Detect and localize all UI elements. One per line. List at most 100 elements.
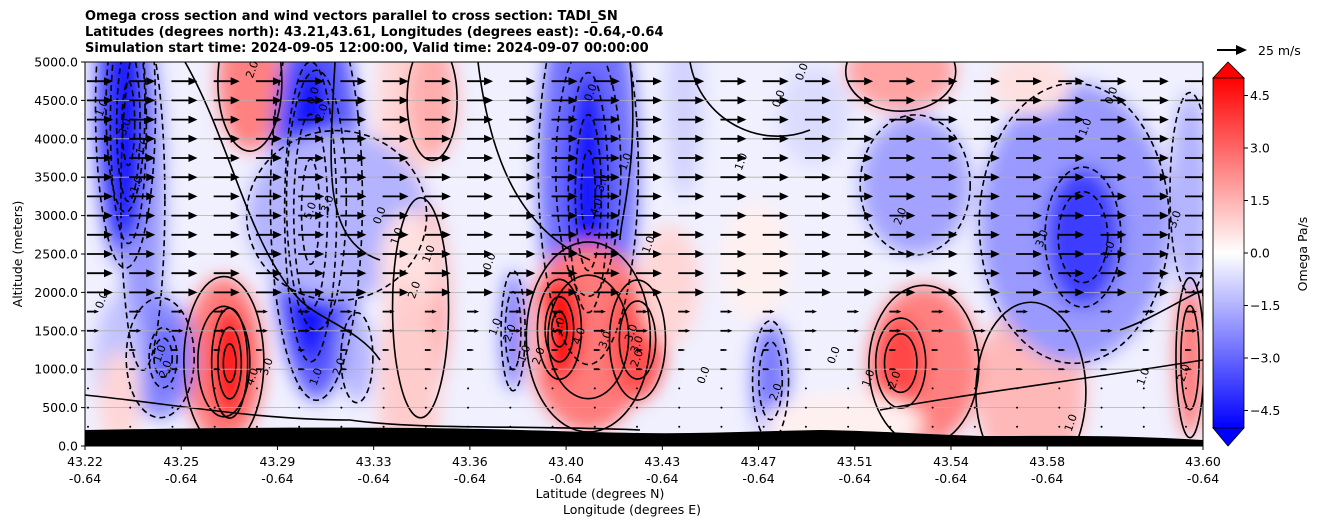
contour-label: 1.0 [1134,366,1152,387]
wind-vector-head [441,288,451,297]
wind-vector-head [1033,211,1043,220]
wind-vector-head [526,115,536,124]
wind-vector-head [1189,368,1192,371]
wind-vector [973,154,1000,162]
omega-region [990,62,1071,116]
wind-vector-head [610,154,620,162]
contour-line [148,326,178,389]
wind-vector-head [990,192,1000,201]
wind-vector-head [597,368,601,371]
x-tick-label-lat: 43.51 [837,454,873,469]
contour-label: 0.0 [1102,85,1120,106]
contour-label-group: 1.0 [1062,412,1080,433]
wind-vector-head [146,173,156,182]
x-axis: 43.22 -0.64 43.25 -0.64 43.29 -0.64 43.33 -0.64… [67,446,1221,486]
wind-vector [213,77,240,86]
wind-vector-head [727,309,733,314]
wind-vector [551,192,578,201]
wind-vector [509,154,536,162]
wind-vector [1016,425,1019,428]
colorbar-tick-label: −3.0 [1250,351,1280,366]
wind-vector-head [1117,77,1127,86]
wind-vector [593,173,620,182]
wind-vector-head [432,309,437,314]
wind-vector [973,288,1000,297]
wind-vector [1100,77,1127,86]
wind-vector [255,250,282,258]
wind-vector-head [851,348,855,352]
omega-region [110,62,147,244]
wind-vector-head [653,230,662,239]
wind-vector [973,211,1000,220]
wind-vector [931,406,934,409]
wind-vector [382,406,385,409]
contour-label-group: 3.0 [596,329,614,350]
wind-vector-head [1117,230,1127,239]
wind-vector [424,368,432,371]
wind-vector [1100,115,1127,124]
wind-vector-head [484,77,494,86]
wind-vector-head [695,211,705,220]
wind-vector [636,309,648,314]
wind-vector [255,134,282,143]
wind-vector-head [1075,269,1085,278]
wind-vector-head [864,250,874,258]
wind-vector-head [1033,250,1043,258]
colorbar: 4.5 3.0 1.5 0.0 −1.5 −3.0 −4.5 Omega Pa/s [1212,61,1310,447]
wind-vector-head [1075,77,1085,86]
wind-vector [593,288,620,297]
wind-vector [467,288,494,297]
wind-vector [1142,96,1169,105]
wind-vector-head [653,77,662,86]
wind-vector-head [1033,134,1043,143]
wind-vector-head [990,211,1000,220]
wind-vector [1142,154,1169,162]
wind-vector-head [104,154,113,162]
wind-vector-head [653,115,662,124]
wind-vector [973,96,1000,105]
wind-vector-head [432,328,437,333]
wind-vector [171,406,174,409]
wind-vector [171,96,198,105]
wind-vector-head [315,269,325,278]
wind-vector-head [1117,192,1127,201]
contour-line [340,311,374,404]
wind-vector [467,230,494,239]
wind-vector [551,269,578,278]
wind-vector [213,96,240,105]
wind-vector-head [104,115,113,124]
wind-vector [931,77,958,86]
wind-vector [298,368,306,371]
contour-line [115,62,141,203]
wind-vector [804,288,831,297]
wind-vector [720,425,723,428]
contour-label-group: 3.0 [628,334,646,355]
contour-label: 0.0 [582,82,600,103]
contour-label: 0.0 [370,205,388,226]
wind-vector [593,77,620,86]
wind-vector [255,348,263,352]
contour-line [618,300,657,380]
wind-vector-head [737,269,747,278]
wind-vector [340,154,367,162]
wind-vector [1058,288,1085,297]
wind-vector-head [653,173,662,182]
wind-vector-head [484,288,494,297]
wind-vector [762,269,789,278]
wind-vector [171,328,184,333]
wind-vector-head [175,368,179,371]
wind-vector [973,387,976,390]
contour-label: 0.0 [793,61,811,82]
wind-vector-head [812,309,817,314]
wind-vector [847,211,874,220]
wind-vector [298,77,325,86]
contour-label-group: 3.0 [593,173,611,194]
wind-vector [804,211,831,220]
contour-label-group: 1.0 [388,226,406,247]
wind-vector [678,288,705,297]
contour-label: 4.0 [1099,240,1117,261]
wind-vector [847,309,860,314]
wind-vector [762,96,789,105]
wind-vector [382,288,409,297]
wind-vector [1016,328,1029,333]
